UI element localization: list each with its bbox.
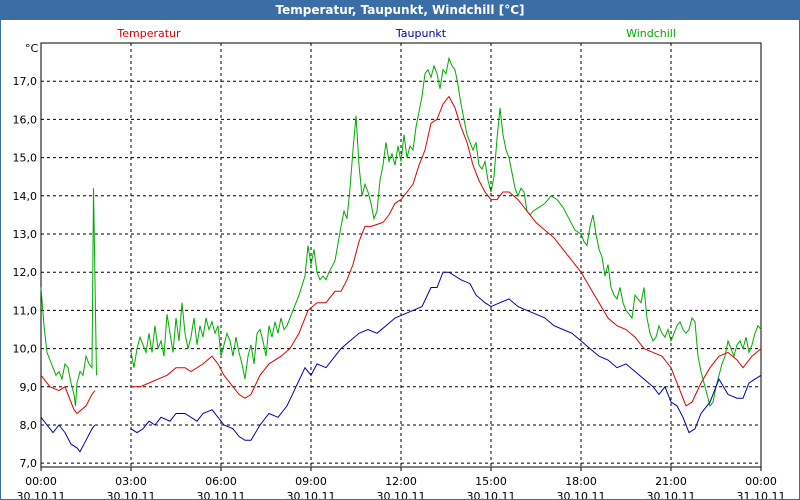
y-tick-label: 9,0 — [20, 381, 38, 394]
series-line-windchill — [40, 188, 97, 406]
y-tick-label: 15,0 — [13, 152, 38, 165]
y-tick-label: 13,0 — [13, 228, 38, 241]
y-tick-label: 11,0 — [13, 304, 38, 317]
x-tick-date: 30.10.11 — [287, 490, 336, 499]
legend-entry: Temperatur — [116, 27, 181, 40]
y-tick-label: 16,0 — [13, 113, 38, 126]
x-tick-date: 30.10.11 — [647, 490, 696, 499]
x-tick-time: 15:00 — [475, 475, 507, 488]
x-tick-date: 30.10.11 — [107, 490, 156, 499]
y-tick-label: 12,0 — [13, 266, 38, 279]
series-line-taupunkt — [40, 416, 96, 453]
line-chart: 7,0 8,0 9,0 10,0 11,0 12,0 13,0 14,0 15,0 16,0 17,… — [13, 27, 786, 499]
x-tick-time: 21:00 — [655, 475, 687, 488]
x-tick-date: 31.10.11 — [737, 490, 786, 499]
x-tick-date: 30.10.11 — [197, 490, 246, 499]
x-tick-date: 30.10.11 — [17, 490, 66, 499]
y-tick-label: 17,0 — [13, 75, 38, 88]
y-tick-label: 14,0 — [13, 190, 38, 203]
series-line-temperatur — [40, 374, 96, 415]
x-tick-time: 06:00 — [205, 475, 237, 488]
series-line-temperatur — [131, 95, 762, 407]
x-tick-time: 18:00 — [565, 475, 597, 488]
x-tick-date: 30.10.11 — [557, 490, 606, 499]
x-tick-time: 03:00 — [115, 475, 147, 488]
y-tick-label: 7,0 — [20, 457, 38, 470]
x-tick-date: 30.10.11 — [377, 490, 426, 499]
x-tick-time: 00:00 — [745, 475, 777, 488]
series-line-taupunkt — [130, 271, 762, 441]
legend-entry: Taupunkt — [395, 27, 447, 40]
x-tick-time: 00:00 — [25, 475, 57, 488]
y-tick-label: 8,0 — [20, 419, 38, 432]
x-tick-time: 09:00 — [295, 475, 327, 488]
x-tick-date: 30.10.11 — [467, 490, 516, 499]
y-tick-label: 10,0 — [13, 343, 38, 356]
y-axis-unit-label: °C — [25, 42, 39, 55]
x-tick-time: 12:00 — [385, 475, 417, 488]
window-title: Temperatur, Taupunkt, Windchill [°C] — [1, 1, 799, 20]
legend-entry: Windchill — [626, 27, 676, 40]
series-line-windchill — [130, 56, 762, 407]
